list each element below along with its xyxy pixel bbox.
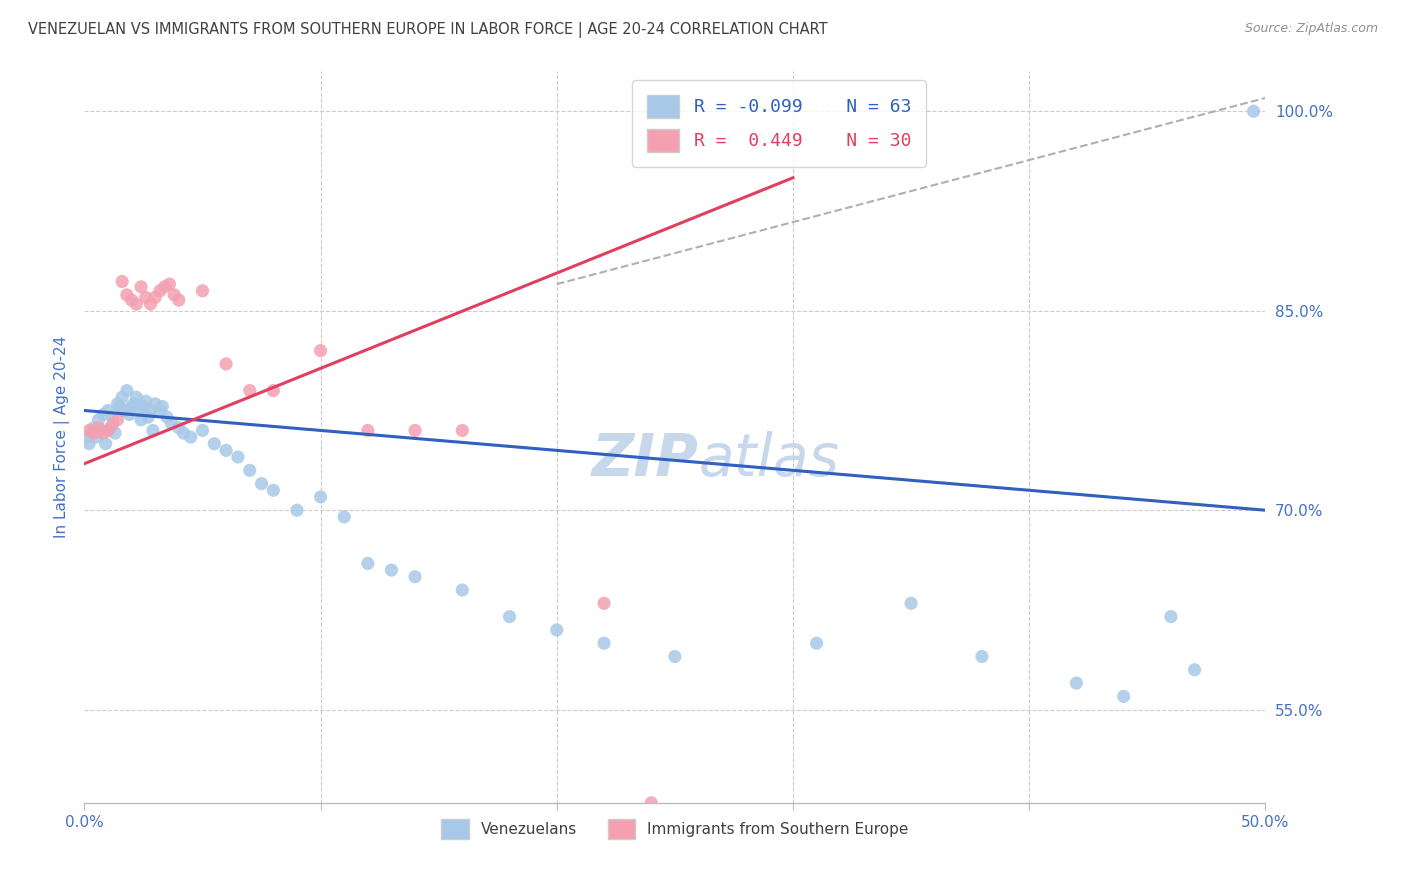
Point [111, 275, 134, 289]
Point [191, 424, 214, 438]
Point [1112, 690, 1135, 704]
Point [108, 400, 131, 414]
Point [239, 463, 262, 477]
Point [149, 284, 172, 298]
Point [380, 563, 402, 577]
Point [157, 277, 180, 292]
Point [136, 410, 159, 425]
Point [94, 436, 117, 450]
Point [91, 408, 114, 422]
Point [77, 436, 100, 450]
Point [180, 430, 202, 444]
Point [101, 417, 124, 431]
Point [593, 636, 616, 650]
Point [118, 408, 141, 422]
Point [84, 430, 107, 444]
Point [806, 636, 828, 650]
Point [122, 397, 145, 411]
Point [1066, 676, 1088, 690]
Point [107, 413, 129, 427]
Point [125, 297, 148, 311]
Point [83, 426, 105, 441]
Point [129, 413, 152, 427]
Point [101, 410, 124, 425]
Point [498, 609, 520, 624]
Point [153, 280, 176, 294]
Point [173, 426, 195, 441]
Point [83, 421, 105, 435]
Point [142, 424, 165, 438]
Point [1160, 609, 1182, 624]
Point [80, 426, 103, 441]
Point [1184, 663, 1206, 677]
Point [333, 509, 356, 524]
Point [451, 424, 474, 438]
Point [129, 280, 152, 294]
Point [97, 424, 120, 438]
Point [262, 384, 284, 398]
Point [404, 570, 426, 584]
Point [664, 649, 686, 664]
Point [285, 503, 308, 517]
Point [104, 426, 127, 441]
Point [143, 290, 166, 304]
Point [111, 390, 134, 404]
Point [309, 343, 332, 358]
Point [309, 490, 332, 504]
Point [970, 649, 993, 664]
Legend: Venezuelans, Immigrants from Southern Europe: Venezuelans, Immigrants from Southern Eu… [433, 812, 917, 847]
Point [1243, 104, 1265, 119]
Point [546, 623, 568, 637]
Point [262, 483, 284, 498]
Point [76, 430, 98, 444]
Point [250, 476, 273, 491]
Point [115, 287, 138, 301]
Point [900, 596, 922, 610]
Point [215, 357, 238, 371]
Point [202, 436, 225, 450]
Point [451, 582, 474, 597]
Point [139, 297, 162, 311]
Point [404, 424, 426, 438]
Point [121, 293, 143, 307]
Point [593, 596, 616, 610]
Text: Source: ZipAtlas.com: Source: ZipAtlas.com [1244, 22, 1378, 36]
Text: VENEZUELAN VS IMMIGRANTS FROM SOUTHERN EUROPE IN LABOR FORCE | AGE 20-24 CORRELA: VENEZUELAN VS IMMIGRANTS FROM SOUTHERN E… [28, 22, 828, 38]
Point [107, 397, 129, 411]
Point [357, 424, 380, 438]
Point [135, 290, 157, 304]
Point [128, 403, 150, 417]
Point [215, 443, 238, 458]
Point [357, 557, 380, 571]
Point [87, 421, 110, 435]
Text: atlas: atlas [699, 431, 839, 488]
Point [98, 421, 121, 435]
Point [91, 426, 114, 441]
Point [115, 384, 138, 398]
Point [125, 390, 148, 404]
Point [149, 403, 172, 417]
Point [167, 421, 190, 435]
Point [90, 424, 112, 438]
Point [191, 284, 214, 298]
Point [97, 403, 120, 417]
Point [160, 417, 183, 431]
Point [121, 400, 143, 414]
Point [143, 397, 166, 411]
Point [163, 287, 186, 301]
Point [135, 394, 157, 409]
Point [77, 424, 100, 438]
Point [640, 796, 662, 810]
Point [114, 403, 136, 417]
Text: ZIP: ZIP [592, 431, 699, 488]
Point [239, 384, 262, 398]
Point [167, 293, 190, 307]
Point [87, 413, 110, 427]
Point [226, 450, 249, 464]
Point [139, 403, 162, 417]
Point [150, 400, 173, 414]
Point [132, 400, 155, 414]
Point [156, 410, 179, 425]
Y-axis label: In Labor Force | Age 20-24: In Labor Force | Age 20-24 [55, 336, 70, 538]
